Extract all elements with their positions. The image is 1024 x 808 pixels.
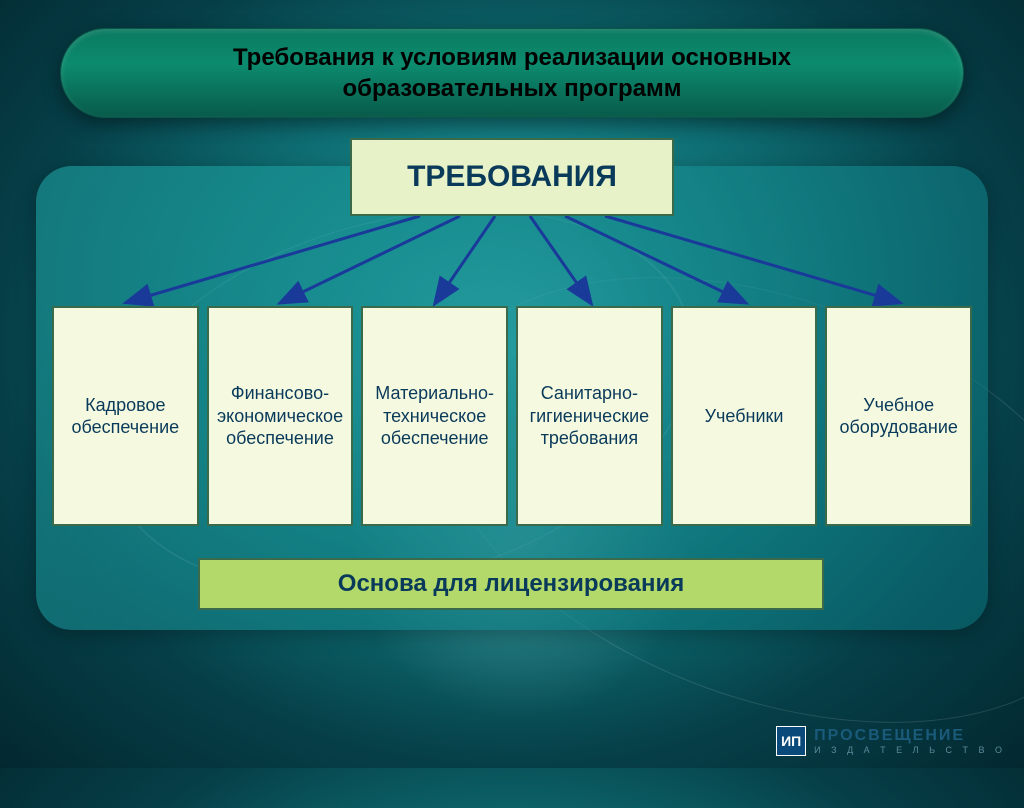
- child-node-4: Учебники: [671, 306, 818, 526]
- footer-node: Основа для лицензирования: [198, 558, 824, 610]
- title-line1: Требования к условиям реализации основны…: [233, 42, 791, 73]
- child-label: Материально-техническое обеспечение: [367, 382, 502, 450]
- publisher-name: ПРОСВЕЩЕНИЕ: [814, 728, 1006, 744]
- publisher-block: ИП ПРОСВЕЩЕНИЕ И З Д А Т Е Л Ь С Т В О: [776, 726, 1006, 756]
- title-banner: Требования к условиям реализации основны…: [60, 28, 964, 118]
- child-node-3: Санитарно-гигиенические требования: [516, 306, 663, 526]
- child-label: Учебники: [705, 405, 784, 428]
- child-label: Учебное оборудование: [831, 394, 966, 439]
- child-node-0: Кадровое обеспечение: [52, 306, 199, 526]
- footer-label: Основа для лицензирования: [338, 570, 684, 598]
- child-node-1: Финансово-экономическое обеспечение: [207, 306, 354, 526]
- child-node-2: Материально-техническое обеспечение: [361, 306, 508, 526]
- child-label: Финансово-экономическое обеспечение: [213, 382, 348, 450]
- publisher-logo-icon: ИП: [776, 726, 806, 756]
- child-node-5: Учебное оборудование: [825, 306, 972, 526]
- root-node: ТРЕБОВАНИЯ: [350, 138, 674, 216]
- title-line2: образовательных программ: [343, 73, 682, 104]
- publisher-sub: И З Д А Т Е Л Ь С Т В О: [814, 746, 1006, 755]
- child-label: Кадровое обеспечение: [58, 394, 193, 439]
- root-label: ТРЕБОВАНИЯ: [407, 160, 617, 194]
- children-row: Кадровое обеспечение Финансово-экономиче…: [52, 306, 972, 526]
- child-label: Санитарно-гигиенические требования: [522, 382, 657, 450]
- publisher-logo-text: ИП: [781, 733, 801, 749]
